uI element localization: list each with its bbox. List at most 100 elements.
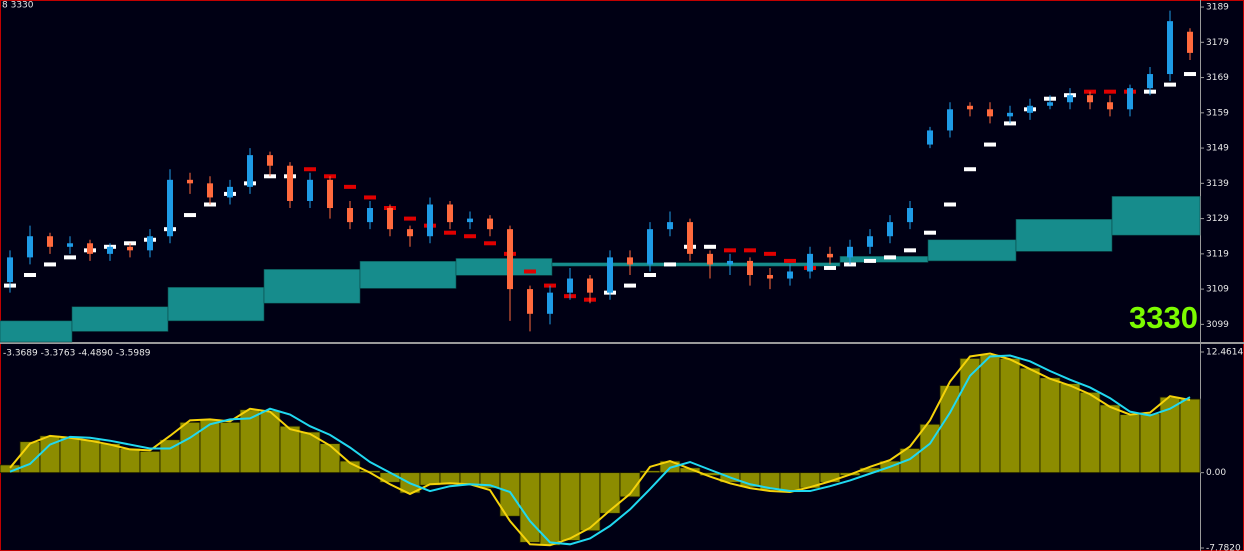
y-tick-label: 12.4614	[1206, 348, 1243, 358]
cloud-block	[167, 287, 265, 322]
histogram-bar	[279, 425, 301, 474]
histogram-bar	[1039, 377, 1061, 474]
candle-body	[1127, 88, 1133, 110]
candle-body	[227, 186, 233, 198]
candle-body	[267, 155, 273, 166]
histogram-bar	[119, 448, 141, 474]
candle-body	[487, 218, 493, 230]
trend-dash	[784, 258, 796, 263]
trend-dash	[64, 255, 76, 260]
histogram-bar	[139, 450, 161, 474]
histogram-bar	[979, 354, 1001, 474]
candle-body	[587, 278, 593, 293]
histogram-bar	[1099, 404, 1121, 474]
trend-dash	[624, 283, 636, 288]
histogram-bar	[1179, 398, 1201, 474]
trend-dash	[724, 248, 736, 253]
oscillator-panel: 12.4614 0.00 -7.7820	[0, 348, 1243, 551]
candle-body	[647, 229, 653, 265]
trend-dash	[864, 258, 876, 263]
candle-body	[687, 222, 693, 254]
histogram-bar	[1059, 383, 1081, 474]
trend-dash	[904, 248, 916, 253]
candle-body	[67, 243, 73, 247]
cloud-block	[263, 269, 361, 304]
candle-body	[467, 218, 473, 223]
y-tick-label: 3149	[1206, 144, 1229, 154]
candle-body	[1007, 112, 1013, 117]
cloud-block	[551, 262, 841, 267]
y-tick-label: 0.00	[1206, 468, 1226, 478]
histogram-bar	[179, 421, 201, 474]
candle-body	[27, 236, 33, 258]
cloud-block	[359, 260, 457, 289]
candle-body	[747, 260, 753, 276]
histogram-bar	[519, 472, 541, 543]
candle-body	[827, 253, 833, 258]
cloud-block	[1111, 196, 1201, 236]
y-tick-label: 3119	[1206, 249, 1229, 259]
candle-body	[627, 257, 633, 265]
cloud-block	[0, 320, 73, 343]
candle-body	[1087, 95, 1093, 103]
cloud-block	[1015, 219, 1113, 252]
candle-body	[667, 222, 673, 230]
histogram-bar	[459, 472, 481, 485]
candle-body	[1107, 102, 1113, 110]
candle-body	[947, 109, 953, 131]
trend-dash	[744, 248, 756, 253]
trend-dash	[344, 184, 356, 189]
y-tick-label: 3159	[1206, 108, 1229, 118]
histogram-bar	[59, 436, 81, 474]
candle-body	[307, 179, 313, 201]
trend-dash	[464, 234, 476, 239]
trend-dash	[664, 262, 676, 267]
trend-dash	[1164, 82, 1176, 87]
y-tick-label: -7.7820	[1206, 544, 1241, 551]
candle-body	[1027, 105, 1033, 113]
candle-body	[247, 155, 253, 187]
cloud-block	[71, 306, 169, 332]
histogram-bar	[639, 470, 661, 474]
trend-dash	[964, 167, 976, 172]
indicator-title: -3.3689 -3.3763 -4.4890 -3.5989	[3, 349, 151, 359]
histogram-bar	[1119, 414, 1141, 474]
trend-dash	[1184, 72, 1196, 77]
trend-dash	[1104, 89, 1116, 94]
candle-body	[147, 236, 153, 251]
candle-body	[807, 253, 813, 272]
trend-dash	[364, 195, 376, 200]
trend-dash	[824, 265, 836, 270]
candle-body	[547, 292, 553, 314]
candle-body	[347, 208, 353, 223]
signal-line	[9, 352, 1191, 547]
candle-body	[327, 179, 333, 209]
histogram-bar	[1079, 391, 1101, 474]
candle-body	[787, 271, 793, 279]
candle-body	[507, 229, 513, 290]
candle-body	[387, 208, 393, 230]
price-label: 3330	[1129, 300, 1198, 335]
histogram-bar	[559, 472, 581, 541]
candle-body	[87, 243, 93, 254]
y-tick-label: 3129	[1206, 214, 1229, 224]
candle-body	[1047, 102, 1053, 106]
trend-dash	[304, 167, 316, 172]
candle-body	[287, 165, 293, 201]
candle-body	[207, 183, 213, 198]
candle-body	[867, 236, 873, 247]
trend-dash	[704, 244, 716, 249]
trend-dash	[924, 230, 936, 235]
y-tick-label: 3109	[1206, 285, 1229, 295]
candle-body	[127, 246, 133, 251]
candle-body	[967, 105, 973, 110]
cloud-block	[455, 258, 553, 276]
trend-dash	[184, 213, 196, 218]
y-tick-label: 3169	[1206, 73, 1229, 83]
candle-body	[907, 208, 913, 223]
histogram-bar	[999, 358, 1021, 474]
candle-body	[767, 275, 773, 279]
histogram-bar	[259, 410, 281, 474]
candle-body	[1067, 95, 1073, 103]
candle-body	[167, 179, 173, 237]
